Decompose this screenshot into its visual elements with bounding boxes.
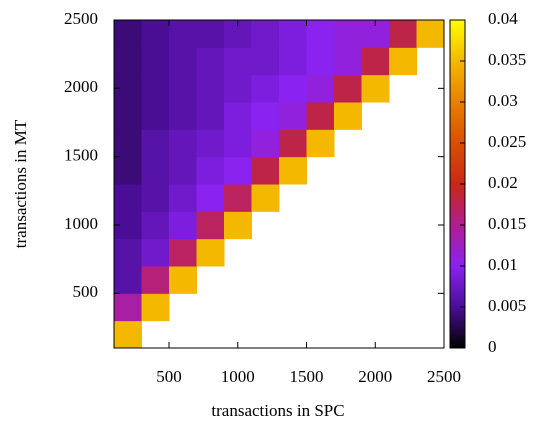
y-tick-label: 2000 <box>64 77 98 96</box>
heat-cell <box>169 20 197 48</box>
heat-cell <box>114 293 142 322</box>
heat-cell <box>169 156 197 185</box>
heat-cell <box>224 156 252 185</box>
heat-cell <box>114 238 142 267</box>
heat-cell <box>279 74 307 103</box>
heat-cell <box>141 74 170 103</box>
x-tick-label: 2500 <box>427 367 461 386</box>
heat-cell <box>251 47 280 76</box>
heat-cell <box>389 20 417 48</box>
heat-cell <box>361 74 390 103</box>
x-tick-label: 1000 <box>221 367 255 386</box>
heat-cell <box>114 184 142 212</box>
heat-cell <box>141 156 170 185</box>
heat-cell <box>141 238 170 267</box>
heat-cell <box>114 47 142 76</box>
heat-cell <box>141 211 170 240</box>
heat-cell <box>251 102 280 130</box>
heat-cell <box>169 266 197 294</box>
y-tick-label: 500 <box>73 282 99 301</box>
heat-cell <box>169 211 197 240</box>
heat-cell <box>334 20 362 48</box>
heat-cell <box>141 184 170 212</box>
heat-cell <box>251 184 280 212</box>
heat-cell <box>224 47 252 76</box>
x-tick-label: 500 <box>156 367 182 386</box>
heat-cell <box>279 20 307 48</box>
heat-cell <box>251 20 280 48</box>
heat-cell <box>141 47 170 76</box>
colorbar-tick-label: 0.005 <box>488 296 526 315</box>
y-tick-label: 1500 <box>64 146 98 165</box>
x-axis-label: transactions in SPC <box>211 401 344 420</box>
heat-cell <box>279 47 307 76</box>
heat-cell <box>141 266 170 294</box>
heat-cell <box>416 20 445 48</box>
heat-cell <box>306 129 335 158</box>
plot-frame <box>113 19 445 349</box>
heat-cell <box>306 47 335 76</box>
heat-cell <box>279 129 307 158</box>
heat-cell <box>361 47 390 76</box>
heat-cell <box>169 102 197 130</box>
heat-cell <box>196 47 225 76</box>
heat-cell <box>114 20 142 48</box>
heat-cell <box>169 74 197 103</box>
heat-cell <box>196 129 225 158</box>
x-tick-label: 1500 <box>290 367 324 386</box>
colorbar-tick-label: 0.035 <box>488 50 526 69</box>
colorbar-tick-label: 0.02 <box>488 173 518 192</box>
heat-cell <box>114 266 142 294</box>
heat-cell <box>224 74 252 103</box>
colorbar-tick-label: 0.03 <box>488 91 518 110</box>
heat-cell <box>169 238 197 267</box>
heat-cell <box>141 20 170 48</box>
heat-cell <box>334 74 362 103</box>
heat-cell <box>224 129 252 158</box>
colorbar-tick-label: 0.015 <box>488 214 526 233</box>
heat-cell <box>251 129 280 158</box>
heat-cell <box>169 184 197 212</box>
heat-cell <box>389 47 417 76</box>
heat-cell <box>196 156 225 185</box>
heat-cell <box>196 20 225 48</box>
heat-cell <box>196 74 225 103</box>
colorbar-tick-label: 0.01 <box>488 255 518 274</box>
heat-cell <box>196 238 225 267</box>
heat-cell <box>334 47 362 76</box>
y-tick-label: 2500 <box>64 9 98 28</box>
heat-cell <box>279 156 307 185</box>
heat-cell <box>196 184 225 212</box>
heat-cell <box>141 129 170 158</box>
heat-cell <box>306 74 335 103</box>
heat-cell <box>114 129 142 158</box>
heat-cell <box>306 20 335 48</box>
colorbar-tick-label: 0.025 <box>488 132 526 151</box>
y-axis-label: transactions in MT <box>11 119 30 248</box>
heat-cell <box>141 293 170 322</box>
heat-cell <box>251 156 280 185</box>
heat-cell <box>169 129 197 158</box>
heat-cell <box>169 47 197 76</box>
colorbar-tick-label: 0.04 <box>488 9 518 28</box>
y-tick-label: 1000 <box>64 214 98 233</box>
colorbar-tick-label: 0 <box>488 337 497 356</box>
heat-cell <box>114 320 142 349</box>
heat-cell <box>196 102 225 130</box>
heat-cell <box>306 102 335 130</box>
heat-cell <box>196 211 225 240</box>
heat-cell <box>114 102 142 130</box>
heat-cell <box>279 102 307 130</box>
heat-cell <box>141 102 170 130</box>
heat-cell <box>334 102 362 130</box>
heat-cell <box>224 184 252 212</box>
heat-cell <box>224 211 252 240</box>
x-tick-label: 2000 <box>358 367 392 386</box>
heat-cell <box>224 102 252 130</box>
heat-cell <box>114 156 142 185</box>
heat-cell <box>251 74 280 103</box>
